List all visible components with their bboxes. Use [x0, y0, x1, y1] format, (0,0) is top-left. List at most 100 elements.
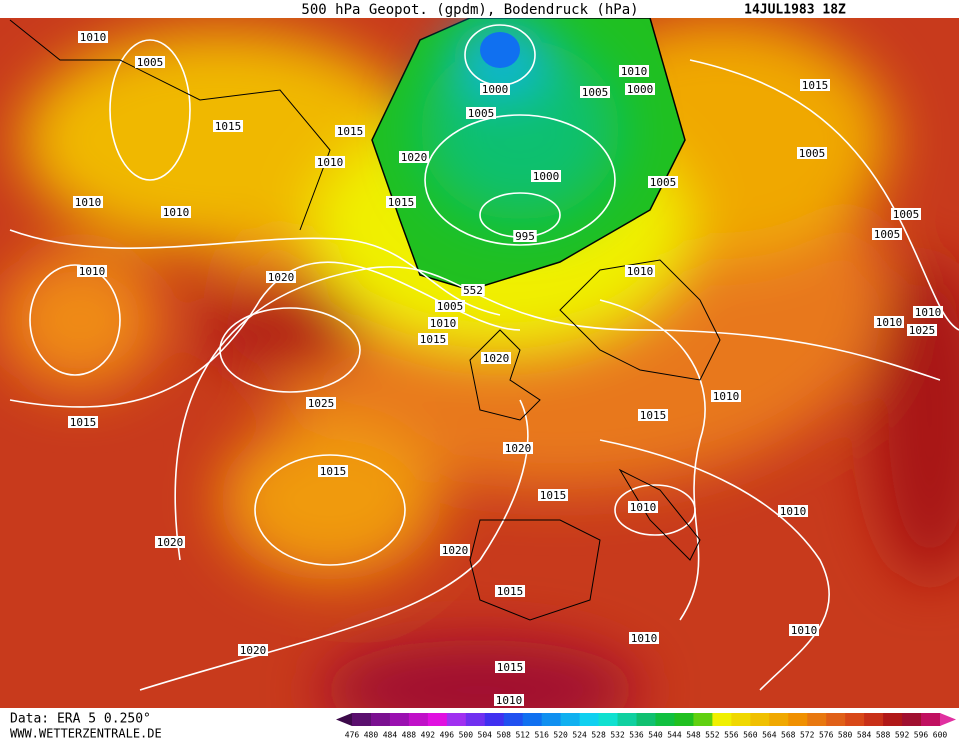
label-box — [619, 65, 649, 77]
colorbar-label: 508 — [497, 731, 512, 740]
isobar-label: 995 — [515, 230, 535, 243]
colorbar-label: 496 — [440, 731, 455, 740]
isobar-label: 1020 — [240, 644, 267, 657]
label-box — [386, 196, 416, 208]
isobar-label: 1025 — [308, 397, 335, 410]
isobar-label: 1005 — [137, 56, 164, 69]
colorbar-label: 560 — [743, 731, 758, 740]
colorbar-segment — [674, 713, 694, 726]
website: WWW.WETTERZENTRALE.DE — [10, 727, 162, 741]
label-box — [435, 300, 465, 312]
isobar-label: 1015 — [540, 489, 567, 502]
label-box — [155, 536, 185, 548]
isobar-label: 1010 — [627, 265, 654, 278]
colorbar-label: 568 — [781, 731, 796, 740]
colorbar-label: 584 — [857, 731, 872, 740]
colorbar-segment — [921, 713, 941, 726]
label-box — [480, 83, 510, 95]
colorbar-label: 524 — [572, 731, 587, 740]
colorbar-segment — [750, 713, 770, 726]
colorbar-segment — [883, 713, 903, 726]
colorbar-label: 516 — [534, 731, 549, 740]
colorbar-label: 600 — [933, 731, 948, 740]
label-box — [428, 317, 458, 329]
colorbar-segment — [389, 713, 410, 726]
label-box — [625, 265, 655, 277]
isobar-label: 1005 — [874, 228, 901, 241]
isobar-label: 1010 — [915, 306, 942, 319]
label-box — [648, 176, 678, 188]
label-box — [789, 624, 819, 636]
colorbar-segment — [864, 713, 884, 726]
colorbar-segment — [731, 713, 751, 726]
isobar-label: 1010 — [317, 156, 344, 169]
label-box — [466, 107, 496, 119]
label-box — [531, 170, 561, 182]
isobar-label: 1020 — [268, 271, 295, 284]
colorbar-label: 532 — [610, 731, 625, 740]
colorbar-label: 588 — [876, 731, 891, 740]
colorbar-label: 488 — [402, 731, 417, 740]
isobar-label: 1005 — [437, 300, 464, 313]
colorbar-label: 520 — [553, 731, 568, 740]
label-box — [628, 501, 658, 513]
colorbar-label: 476 — [345, 731, 360, 740]
isobar-label: 1005 — [582, 86, 609, 99]
label-box — [638, 409, 668, 421]
isobar-label: 552 — [463, 284, 483, 297]
isobar-label: 1020 — [401, 151, 428, 164]
colorbar-segment — [845, 713, 865, 726]
colorbar-segment — [807, 713, 827, 726]
label-box — [778, 505, 808, 517]
colorbar-label: 536 — [629, 731, 644, 740]
isobar-label: 1015 — [388, 196, 415, 209]
label-box — [513, 230, 537, 242]
colorbar-label: 564 — [762, 731, 777, 740]
colorbar-segment — [427, 713, 448, 726]
colorbar-segment — [902, 713, 922, 726]
label-box — [874, 316, 904, 328]
label-box — [68, 416, 98, 428]
isobar-label: 1020 — [505, 442, 532, 455]
isobar-labels: 1010 1005 1015 1015 1010 1020 1015 1010 1010 1010… — [68, 31, 943, 707]
label-box — [495, 585, 525, 597]
colorbar-segment — [693, 713, 713, 726]
colorbar-segment — [598, 713, 619, 726]
colorbar-segment — [826, 713, 846, 726]
isobar-label: 1010 — [75, 196, 102, 209]
colorbar-label: 592 — [895, 731, 910, 740]
isobar-label: 1015 — [640, 409, 667, 422]
label-box — [440, 544, 470, 556]
map-title: 500 hPa Geopot. (gpdm), Bodendruck (hPa) — [301, 2, 638, 18]
colorbar-segment — [352, 713, 372, 726]
isobar-label: 1010 — [713, 390, 740, 403]
isobar-label: 1000 — [533, 170, 560, 183]
colorbar-label: 548 — [686, 731, 701, 740]
label-box — [238, 644, 268, 656]
label-box — [399, 151, 429, 163]
isobar-label: 1015 — [420, 333, 447, 346]
label-box — [315, 156, 345, 168]
isobar-label: 1015 — [70, 416, 97, 429]
colorbar-segment — [484, 713, 505, 726]
isobar-label: 1010 — [791, 624, 818, 637]
colorbar-segment — [408, 713, 429, 726]
colorbar: 476 480 484 488 492 496 500 504 508 512 516 520 524 5… — [336, 713, 956, 740]
colorbar-arrow — [336, 713, 352, 726]
label-box — [625, 83, 655, 95]
colorbar-label: 556 — [724, 731, 739, 740]
isobar-label: 1005 — [650, 176, 677, 189]
label-box — [494, 694, 524, 706]
colorbar-label: 500 — [459, 731, 474, 740]
colorbar-segment — [617, 713, 638, 726]
isobar-label: 1015 — [337, 125, 364, 138]
isobar-label: 1010 — [876, 316, 903, 329]
label-box — [538, 489, 568, 501]
label-box — [797, 147, 827, 159]
colorbar-label: 480 — [364, 731, 379, 740]
isobar-label: 1025 — [909, 324, 936, 337]
label-box — [306, 397, 336, 409]
colorbar-label: 552 — [705, 731, 720, 740]
colorbar-segment — [446, 713, 467, 726]
colorbar-label: 484 — [383, 731, 398, 740]
